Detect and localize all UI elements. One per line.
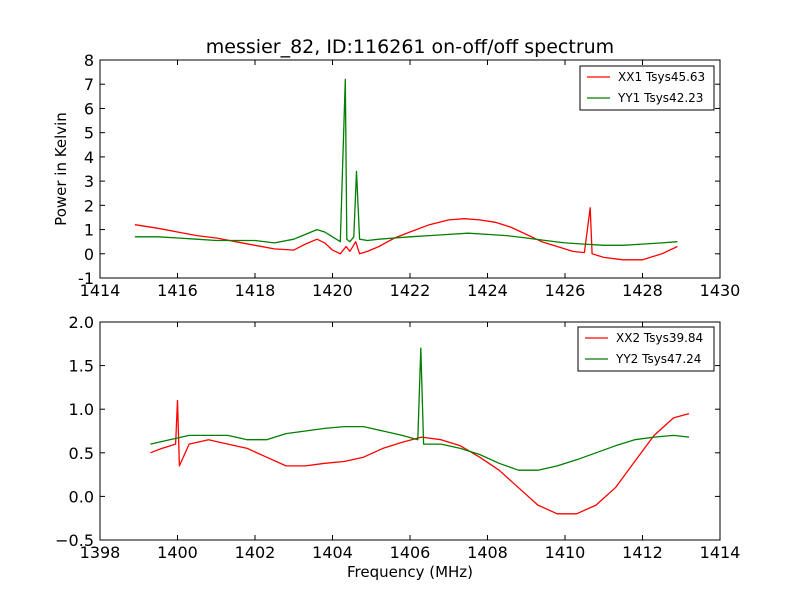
series-line-xx <box>134 207 678 261</box>
y-axis-label: Power in Kelvin <box>52 112 70 226</box>
y-tick-label: 0 <box>84 245 94 264</box>
x-tick-label: 1412 <box>622 543 663 562</box>
y-tick-label: −0.5 <box>55 531 94 550</box>
series-line-xx <box>150 399 690 515</box>
x-tick-label: 1408 <box>467 543 508 562</box>
legend-entry: YY2 Tsys47.24 <box>615 352 701 366</box>
x-tick-label: 1424 <box>467 281 508 300</box>
x-tick-label: 1414 <box>700 543 741 562</box>
legend-entry: XX1 Tsys45.63 <box>618 70 705 84</box>
x-tick-label: 1416 <box>157 281 198 300</box>
top-subplot: 1414 1416 1418 1420 1422 1424 1426 1428 1430-101… <box>52 51 740 300</box>
legend-entry: XX2 Tsys39.84 <box>616 331 703 345</box>
y-tick-label: 7 <box>84 75 94 94</box>
legend-box <box>579 65 715 111</box>
chart-title: messier_82, ID:116261 on-off/off spectru… <box>206 36 614 58</box>
y-tick-label: 1.5 <box>69 357 94 376</box>
y-tick-label: 4 <box>84 148 94 167</box>
y-tick-label: 6 <box>84 99 94 118</box>
x-tick-label: 1428 <box>622 281 663 300</box>
y-tick-label: -1 <box>78 269 94 288</box>
x-tick-label: 1422 <box>390 281 431 300</box>
x-tick-label: 1414 <box>80 281 121 300</box>
y-tick-label: 0.5 <box>69 444 94 463</box>
x-tick-label: 1410 <box>545 543 586 562</box>
x-tick-label: 1398 <box>80 543 121 562</box>
x-tick-label: 1406 <box>390 543 431 562</box>
y-tick-label: 3 <box>84 172 94 191</box>
series-line-yy <box>150 347 690 471</box>
x-axis-label: Frequency (MHz) <box>347 563 473 581</box>
y-tick-label: 1.0 <box>69 400 94 419</box>
y-tick-label: 1 <box>84 221 94 240</box>
series-line-yy <box>134 78 678 246</box>
x-tick-label: 1402 <box>235 543 276 562</box>
y-tick-label: 2.0 <box>69 313 94 332</box>
x-tick-label: 1418 <box>235 281 276 300</box>
x-tick-label: 1404 <box>312 543 353 562</box>
y-tick-label: 8 <box>84 51 94 70</box>
y-tick-label: 5 <box>84 124 94 143</box>
y-tick-label: 2 <box>84 196 94 215</box>
x-tick-label: 1430 <box>700 281 741 300</box>
x-tick-label: 1420 <box>312 281 353 300</box>
legend-box <box>577 326 715 372</box>
x-tick-label: 1400 <box>157 543 198 562</box>
y-tick-label: 0.0 <box>69 487 94 506</box>
bottom-subplot: 1398 1400 1402 1404 1406 1408 1410 1412 1414 −0.5… <box>55 313 740 581</box>
x-tick-label: 1426 <box>545 281 586 300</box>
legend-entry: YY1 Tsys42.23 <box>617 91 703 105</box>
